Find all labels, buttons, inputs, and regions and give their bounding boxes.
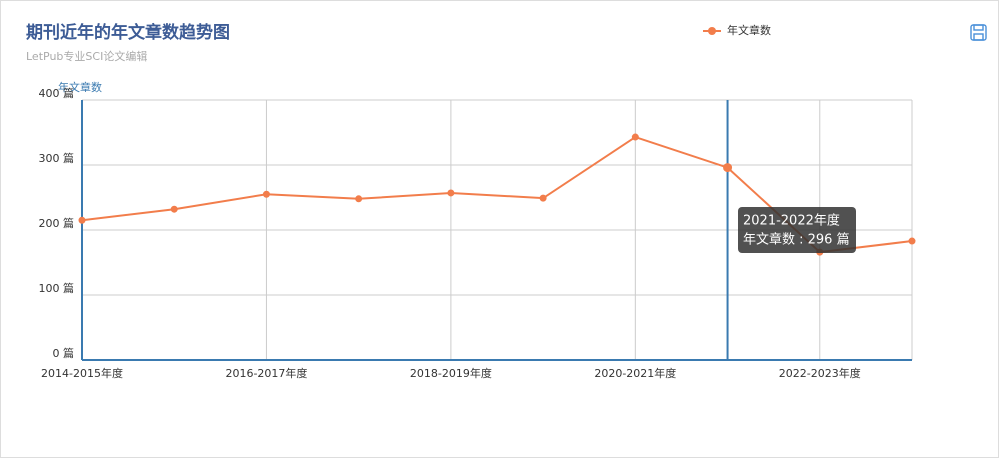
point [447, 189, 455, 197]
y-tick-label: 0 篇 [53, 346, 75, 360]
x-tick-label: 2014-2015年度 [41, 366, 123, 380]
legend-marker [708, 27, 716, 35]
tooltip-text: 年文章数 : 296 篇 [743, 232, 850, 248]
y-tick-label: 100 篇 [39, 281, 75, 295]
x-tick-label: 2016-2017年度 [225, 366, 307, 380]
point [170, 205, 178, 213]
legend-label: 年文章数 [727, 23, 771, 37]
point [262, 190, 270, 198]
point [631, 133, 639, 141]
tooltip-title: 2021-2022年度 [743, 213, 840, 229]
tooltip-box [738, 207, 856, 253]
chart-title: 期刊近年的年文章数趋势图 [26, 22, 230, 43]
y-tick-label: 200 篇 [39, 216, 75, 230]
point [78, 216, 86, 224]
point [908, 237, 916, 245]
point [723, 163, 733, 173]
x-tick-label: 2022-2023年度 [779, 366, 861, 380]
y-axis-name: 年文章数 [58, 80, 102, 94]
y-tick-label: 300 篇 [39, 151, 75, 165]
x-tick-label: 2020-2021年度 [594, 366, 676, 380]
x-tick-label: 2018-2019年度 [410, 366, 492, 380]
chart-subtitle: LetPub专业SCI论文编辑 [26, 49, 147, 63]
point [355, 195, 363, 203]
y-tick-label: 400 篇 [39, 86, 75, 100]
point [539, 194, 547, 202]
save-icon[interactable] [970, 24, 987, 41]
